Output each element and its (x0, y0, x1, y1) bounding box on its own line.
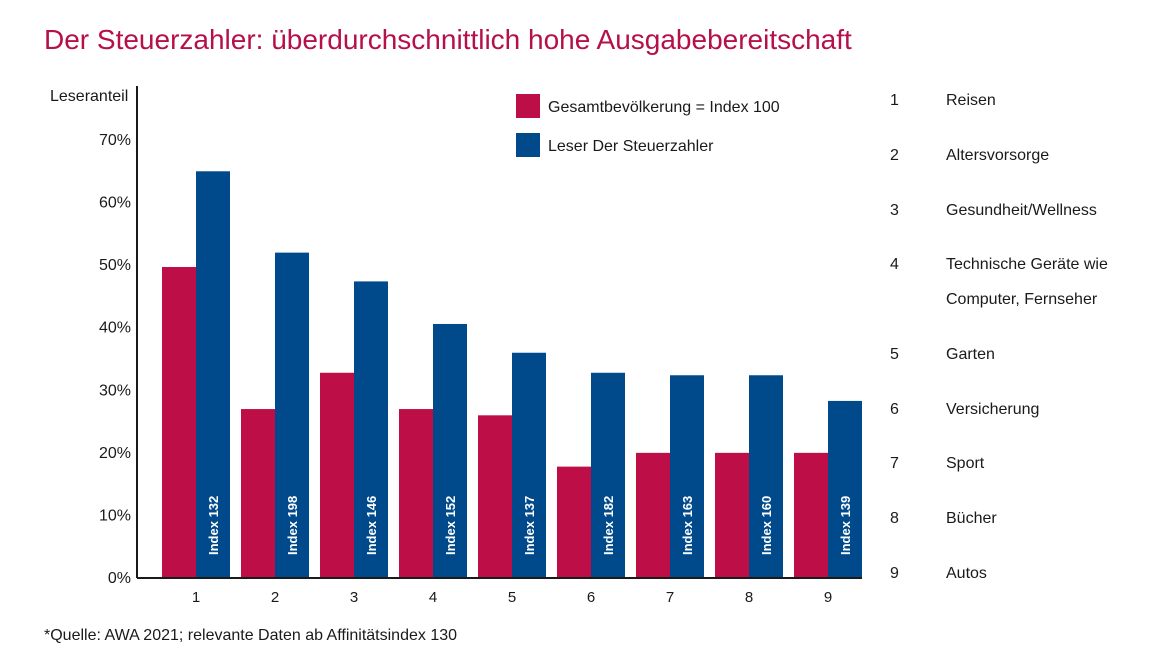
x-tick-label: 4 (429, 589, 437, 606)
index-label: Index 160 (759, 496, 774, 555)
legend-swatch (516, 94, 540, 118)
bar-leser (749, 375, 783, 578)
x-tick-label: 6 (587, 589, 595, 606)
bar-gesamtbevoelkerung (478, 415, 512, 578)
y-tick-label: 20% (99, 445, 131, 462)
index-label: Index 137 (522, 496, 537, 555)
y-tick-label: 70% (99, 132, 131, 149)
y-tick-label: 50% (99, 257, 131, 274)
bar-leser (828, 400, 862, 578)
y-tick-label: 60% (99, 195, 131, 212)
index-label: Index 163 (680, 496, 695, 555)
index-label: Index 198 (285, 496, 300, 555)
index-label: Index 139 (838, 496, 853, 555)
index-label: Index 146 (364, 496, 379, 555)
bar-gesamtbevoelkerung (241, 409, 275, 578)
chart-title: Der Steuerzahler: überdurchschnittlich h… (44, 24, 852, 55)
legend-label: Gesamtbevölkerung = Index 100 (548, 99, 780, 116)
x-tick-label: 2 (271, 589, 279, 606)
y-tick-label: 10% (99, 507, 131, 524)
x-tick-label: 1 (192, 589, 200, 606)
legend-swatch (516, 133, 540, 157)
y-tick-label: 0% (108, 570, 131, 587)
bar-leser (433, 323, 467, 578)
bar-gesamtbevoelkerung (399, 409, 433, 578)
bar-leser (275, 252, 309, 578)
index-label: Index 132 (206, 496, 221, 555)
x-tick-label: 5 (508, 589, 516, 606)
bar-leser (512, 352, 546, 578)
bar-leser (591, 372, 625, 578)
x-tick-label: 3 (350, 589, 358, 606)
bar-gesamtbevoelkerung (162, 267, 196, 578)
legend-label: Leser Der Steuerzahler (548, 138, 714, 155)
bar-gesamtbevoelkerung (557, 466, 591, 578)
bar-gesamtbevoelkerung (320, 372, 354, 578)
bar-gesamtbevoelkerung (715, 452, 749, 578)
y-tick-label: 40% (99, 320, 131, 337)
index-label: Index 152 (443, 496, 458, 555)
x-tick-label: 9 (824, 589, 832, 606)
source-note: *Quelle: AWA 2021; relevante Daten ab Af… (44, 627, 458, 644)
bar-leser (670, 375, 704, 578)
x-tick-label: 8 (745, 589, 753, 606)
bar-gesamtbevoelkerung (794, 452, 828, 578)
bar-leser (196, 171, 230, 579)
bar-gesamtbevoelkerung (636, 452, 670, 578)
y-axis-label: Leseranteil (50, 88, 128, 105)
x-tick-label: 7 (666, 589, 674, 606)
bar-leser (354, 281, 388, 578)
y-tick-label: 30% (99, 382, 131, 399)
index-label: Index 182 (601, 496, 616, 555)
